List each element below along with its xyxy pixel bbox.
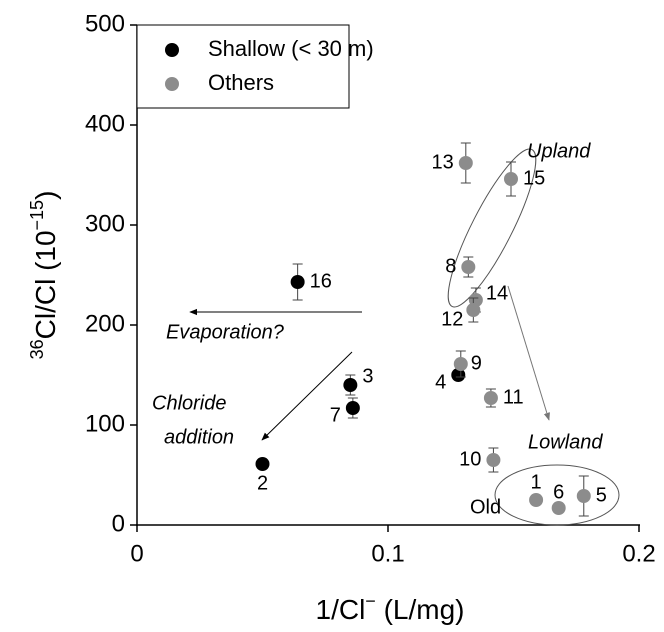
annotation: Upland (527, 140, 591, 162)
point (453, 357, 468, 371)
point-label: 1 (531, 471, 542, 493)
point (529, 493, 544, 507)
x-label-part: 1/Cl (316, 594, 366, 625)
x-axis-label: 1/Cl− (L/mg) (316, 591, 465, 626)
x-tick-label: 0.1 (371, 540, 404, 567)
point-label: 16 (310, 270, 332, 292)
arrow-upland-lowland (507, 285, 550, 421)
point-label: 2 (257, 472, 268, 494)
point-label: 6 (553, 481, 564, 503)
point-label: 3 (362, 365, 373, 387)
point (576, 489, 591, 503)
point-label: 11 (503, 386, 524, 408)
annotation: Evaporation? (166, 321, 285, 343)
point (551, 501, 566, 515)
point (290, 275, 305, 289)
y-tick-label: 0 (112, 510, 125, 537)
x-label-part: (L/mg) (376, 594, 465, 625)
point (345, 401, 360, 415)
point-label: 8 (445, 255, 456, 277)
legend-marker (165, 43, 179, 57)
point (483, 391, 498, 405)
y-label-part: −15 (27, 200, 47, 231)
y-tick-label: 200 (85, 310, 125, 337)
point (255, 457, 270, 471)
y-tick-label: 100 (85, 410, 125, 437)
y-label-part: Cl/Cl (10 (30, 230, 61, 339)
point-label: 7 (330, 404, 341, 426)
point (486, 453, 501, 467)
point-label: 9 (471, 352, 482, 374)
lowland-ellipse (494, 464, 620, 526)
point-label: 12 (441, 308, 463, 330)
annotation: Old (470, 496, 501, 518)
legend-marker (165, 77, 179, 91)
point (458, 156, 473, 170)
annotation: Lowland (528, 431, 603, 453)
legend-label: Others (208, 70, 274, 95)
x-label-part: − (365, 591, 376, 611)
x-tick-label: 0 (130, 540, 143, 567)
y-label-part: ) (30, 191, 61, 200)
y-axis-label: 36Cl/Cl (10−15) (27, 191, 62, 360)
y-label-part: 36 (27, 339, 47, 359)
legend-box (136, 24, 350, 109)
point-label: 13 (432, 151, 454, 173)
point-label: 14 (486, 282, 508, 304)
arrow-chloride (261, 351, 353, 441)
y-tick-label: 400 (85, 110, 125, 137)
legend-label: Shallow (< 30 m) (208, 36, 374, 61)
point (466, 303, 481, 317)
x-tick-label: 0.2 (622, 540, 655, 567)
annotation: Chloride (152, 392, 226, 414)
point (461, 260, 476, 274)
point (451, 368, 466, 382)
point (503, 172, 518, 186)
annotation: addition (164, 426, 234, 448)
point-label: 4 (435, 371, 446, 393)
point (343, 378, 358, 392)
point-label: 5 (596, 484, 607, 506)
upland-ellipse (447, 148, 537, 308)
y-tick-label: 500 (85, 10, 125, 37)
point-label: 10 (459, 448, 481, 470)
y-tick-label: 300 (85, 210, 125, 237)
point-label: 15 (523, 167, 545, 189)
